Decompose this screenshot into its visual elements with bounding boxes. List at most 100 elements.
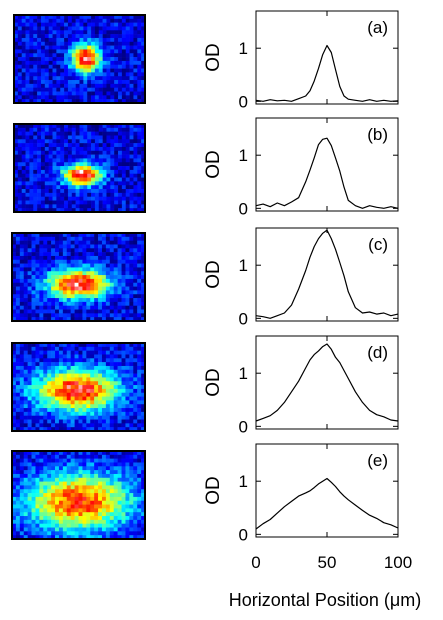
image-pixel [91,91,96,96]
image-pixel [129,91,134,96]
image-pixel [94,313,99,318]
image-pixel [64,45,69,50]
image-pixel [55,369,60,374]
image-pixel [114,135,119,140]
image-pixel [79,22,84,27]
image-pixel [102,139,107,144]
image-pixel [31,527,36,532]
image-pixel [43,458,48,463]
image-pixel [83,139,88,144]
image-pixel [117,504,122,509]
image-pixel [86,454,91,459]
image-pixel [86,259,91,264]
image-pixel [125,309,130,314]
image-pixel [17,162,22,167]
image-pixel [56,146,61,152]
image-pixel [137,298,142,303]
image-pixel [21,150,26,155]
image-pixel [109,423,114,428]
image-pixel [105,408,111,413]
image-pixel [17,60,22,66]
image-pixel [98,385,103,390]
image-pixel [70,365,75,371]
image-pixel [21,154,26,159]
image-pixel [125,516,130,521]
image-pixel [40,181,46,186]
image-pixel [113,404,118,409]
image-pixel [27,454,32,459]
image-pixel [33,181,38,186]
image-pixel [43,278,48,284]
image-pixel [17,53,22,58]
image-pixel [94,83,100,88]
image-pixel [51,381,56,386]
image-pixel [31,305,36,310]
image-pixel [40,91,46,96]
image-pixel [15,381,21,386]
image-pixel [117,392,122,397]
image-pixel [129,45,134,50]
image-pixel [19,454,25,459]
image-pixel [35,516,40,521]
image-pixel [51,508,56,513]
image-pixel [141,381,146,386]
image-pixel [82,309,87,314]
image-pixel [87,196,92,201]
image-pixel [29,37,34,43]
image-pixel [121,99,127,104]
image-pixel [101,400,107,405]
image-pixel [137,252,142,257]
image-pixel [90,388,95,394]
image-pixel [44,181,49,186]
image-pixel [121,278,126,284]
image-pixel [55,388,60,394]
image-pixel [35,317,40,322]
image-pixel [79,95,84,100]
image-pixel [78,473,83,479]
image-pixel [90,462,95,467]
image-pixel [98,493,103,498]
image-pixel [121,236,126,241]
image-pixel [117,481,122,486]
image-pixel [141,466,146,471]
image-pixel [23,275,28,280]
image-pixel [70,271,75,276]
image-pixel [114,57,119,62]
image-pixel [27,313,32,318]
image-pixel [64,204,69,209]
image-pixel [118,146,123,152]
image-pixel [64,181,69,186]
image-pixel [35,301,40,306]
image-pixel [60,173,65,178]
image-pixel [31,255,36,261]
image-pixel [35,305,40,310]
image-pixel [82,454,87,459]
image-pixel [14,127,19,132]
image-pixel [137,166,142,171]
image-pixel [12,275,17,280]
image-pixel [67,15,73,20]
image-pixel [43,248,48,253]
image-pixel [106,185,111,190]
image-pixel [55,523,60,528]
image-pixel [60,204,65,209]
image-pixel [70,236,75,241]
image-pixel [94,500,99,505]
image-pixel [12,504,17,509]
image-pixel [118,95,123,100]
image-pixel [125,358,130,363]
image-pixel [66,358,71,363]
image-pixel [137,72,142,77]
image-pixel [51,427,56,432]
image-pixel [44,45,49,50]
image-pixel [37,57,42,62]
image-pixel [137,408,142,413]
image-pixel [43,470,48,475]
image-pixel [75,154,80,159]
image-pixel [37,131,42,136]
image-pixel [133,519,138,524]
image-pixel [114,196,119,201]
image-pixel [39,451,44,456]
image-pixel [43,527,48,532]
image-pixel [66,275,71,280]
